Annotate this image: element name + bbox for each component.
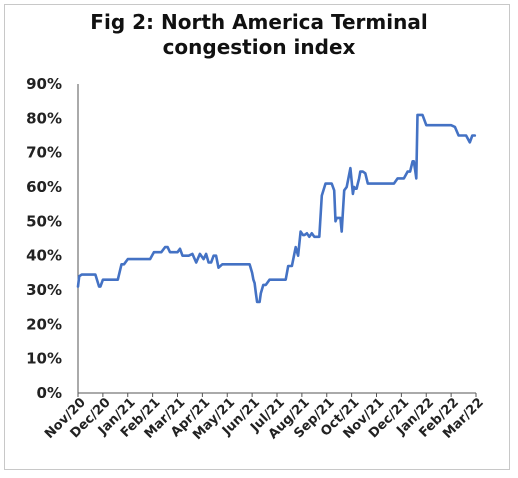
y-tick-label: 60%	[26, 178, 62, 196]
y-tick-label: 40%	[26, 247, 62, 265]
y-tick-label: 10%	[26, 350, 62, 368]
series-line	[76, 113, 477, 304]
y-tick-label: 20%	[26, 315, 62, 333]
y-tick-label: 70%	[26, 144, 62, 162]
chart-title-line-1: Fig 2: North America Terminal	[90, 10, 428, 34]
y-tick-label: 50%	[26, 212, 62, 230]
y-tick-label: 90%	[26, 75, 62, 93]
y-tick-label: 80%	[26, 109, 62, 127]
chart-title-line-2: congestion index	[162, 35, 356, 59]
chart-title: Fig 2: North America Terminal congestion…	[0, 10, 518, 60]
chart-frame	[4, 4, 510, 470]
y-tick-label: 30%	[26, 281, 62, 299]
y-tick-label: 0%	[37, 384, 62, 402]
